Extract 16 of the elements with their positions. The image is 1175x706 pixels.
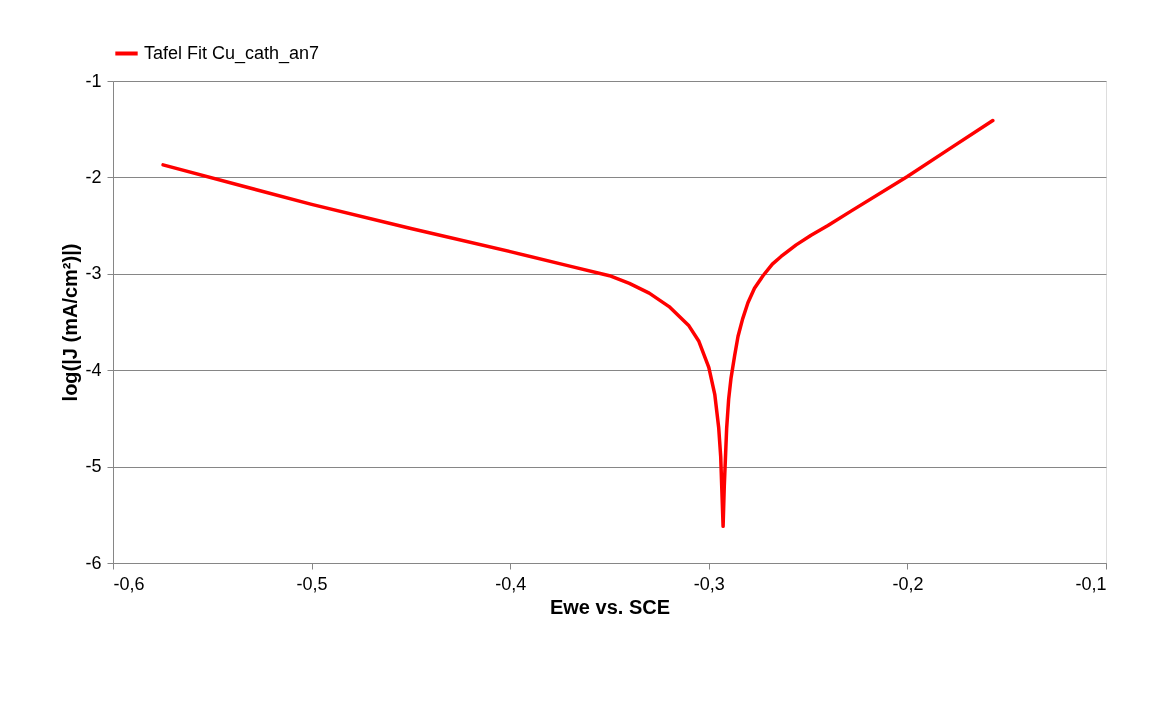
y-tick-label: -3 xyxy=(85,263,102,284)
y-tick-label: -5 xyxy=(85,456,102,477)
line-series xyxy=(161,118,995,529)
x-tick-label: -0,6 xyxy=(113,573,145,594)
x-tick-label: -0,1 xyxy=(1075,573,1107,594)
x-tick-label: -0,3 xyxy=(693,573,725,594)
x-tick-label: -0,5 xyxy=(296,573,328,594)
x-tick-label: -0,4 xyxy=(495,573,527,594)
y-tick-label: -2 xyxy=(85,166,102,187)
legend-label: Tafel Fit Cu_cath_an7 xyxy=(144,42,320,64)
y-tick-label: -6 xyxy=(85,552,102,573)
y-tick-label: -1 xyxy=(85,70,102,91)
y-tick-label: -4 xyxy=(85,359,102,380)
x-axis-title: Ewe vs. SCE xyxy=(549,595,671,618)
y-axis-title: log(|J (mA/cm²)|) xyxy=(59,243,82,402)
x-tick-label: -0,2 xyxy=(892,573,924,594)
